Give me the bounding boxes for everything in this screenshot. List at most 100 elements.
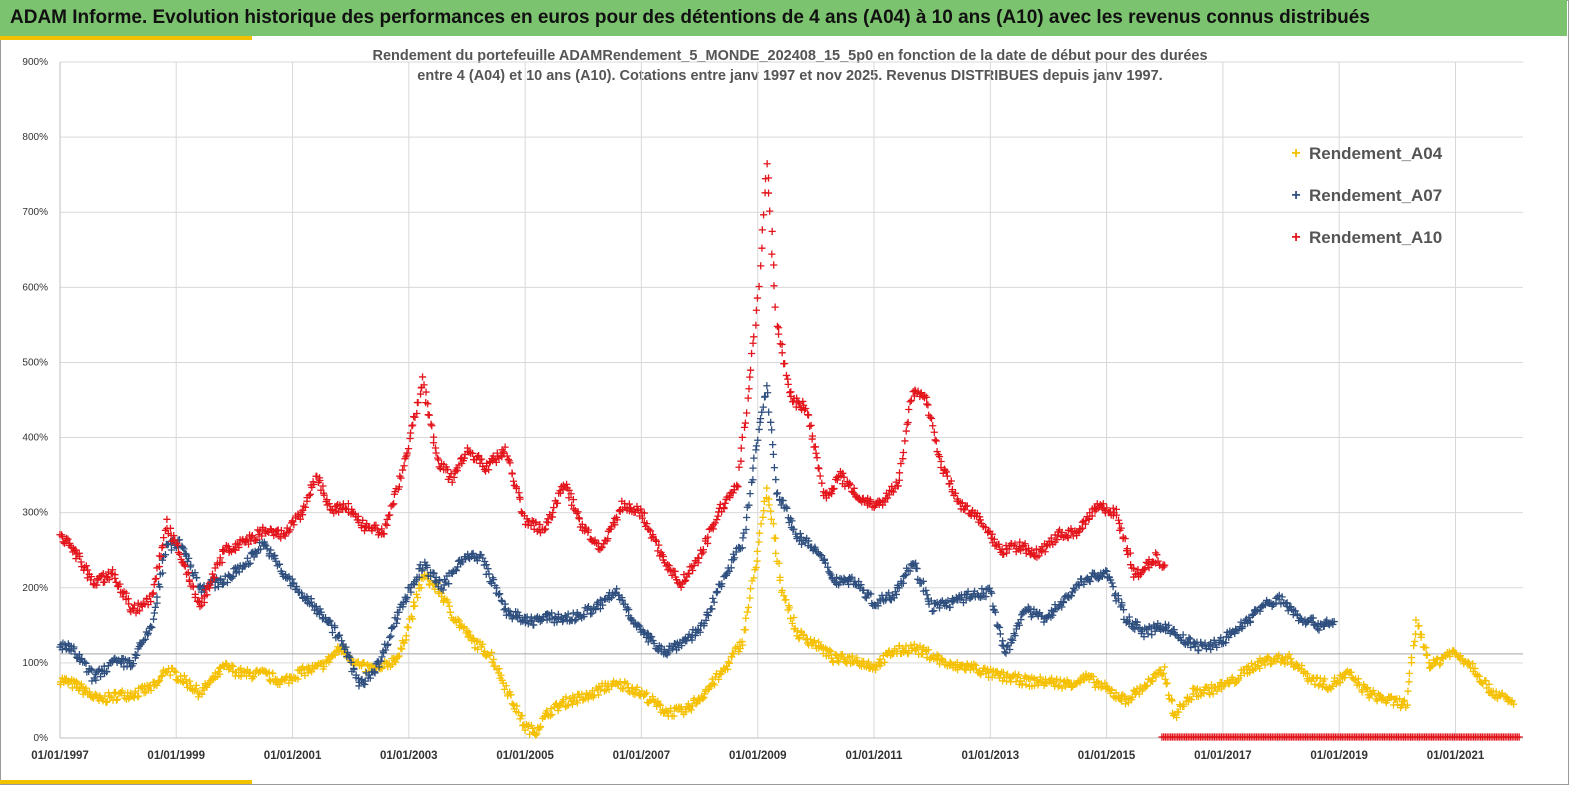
data-point xyxy=(253,549,261,557)
chart-title-line-2: entre 4 (A04) et 10 ans (A10). Cotations… xyxy=(417,68,1163,84)
data-point xyxy=(746,585,755,593)
data-point xyxy=(312,602,320,611)
data-point xyxy=(559,481,567,489)
data-point xyxy=(1002,649,1010,657)
data-point xyxy=(1436,659,1444,667)
data-point xyxy=(500,606,508,614)
data-point xyxy=(408,615,417,623)
data-point xyxy=(910,560,918,568)
data-point xyxy=(1248,611,1256,619)
data-point xyxy=(881,658,889,666)
data-point xyxy=(943,472,951,480)
data-point xyxy=(406,429,415,437)
data-point xyxy=(650,639,658,648)
data-point xyxy=(244,560,253,568)
data-point xyxy=(493,584,501,592)
data-point xyxy=(526,617,534,625)
data-point xyxy=(436,577,444,585)
data-point xyxy=(776,576,784,584)
data-point xyxy=(408,422,416,430)
data-point xyxy=(416,561,424,569)
data-point xyxy=(484,565,492,573)
data-point xyxy=(755,529,764,537)
data-point xyxy=(895,584,903,592)
data-point xyxy=(730,554,739,562)
data-point xyxy=(96,672,105,681)
y-tick-label: 900% xyxy=(22,57,48,68)
data-point xyxy=(415,573,423,581)
data-point xyxy=(1165,691,1173,699)
data-point xyxy=(571,617,579,625)
data-point xyxy=(1091,504,1099,512)
data-point xyxy=(1086,577,1094,586)
data-point xyxy=(147,686,155,695)
data-point xyxy=(988,589,996,597)
data-point xyxy=(1030,682,1039,690)
data-point xyxy=(636,622,644,630)
data-point xyxy=(492,458,500,466)
data-point xyxy=(727,564,735,572)
data-point xyxy=(795,399,803,407)
data-point xyxy=(894,482,902,490)
data-point xyxy=(773,322,782,330)
data-point xyxy=(536,520,544,529)
data-point xyxy=(689,566,697,575)
data-point xyxy=(755,538,763,546)
data-point xyxy=(425,411,433,419)
data-point xyxy=(344,499,353,508)
data-point xyxy=(512,484,521,493)
data-point xyxy=(1323,616,1331,624)
data-point xyxy=(556,489,565,497)
data-point xyxy=(411,413,419,421)
data-point xyxy=(815,638,823,646)
data-point xyxy=(79,683,87,691)
data-point xyxy=(990,535,999,543)
data-point xyxy=(826,646,834,654)
data-point xyxy=(402,595,410,603)
data-point xyxy=(756,414,765,423)
data-point xyxy=(750,574,758,582)
data-point xyxy=(904,418,912,427)
data-point xyxy=(1143,682,1151,690)
data-point xyxy=(215,664,224,672)
data-point xyxy=(924,401,932,409)
data-point xyxy=(153,599,161,607)
data-point xyxy=(447,469,455,478)
data-point xyxy=(895,476,903,484)
data-point xyxy=(1202,683,1210,691)
data-point xyxy=(82,659,90,667)
data-point xyxy=(905,405,913,414)
x-tick-label: 01/01/1999 xyxy=(147,750,205,762)
data-point xyxy=(927,414,936,423)
data-point xyxy=(250,672,258,681)
data-point xyxy=(901,572,909,580)
data-point xyxy=(1411,637,1419,646)
data-point xyxy=(816,550,824,559)
data-point xyxy=(782,371,791,380)
x-tick-label: 01/01/2005 xyxy=(496,750,554,762)
data-point xyxy=(897,459,905,468)
data-point xyxy=(771,303,779,311)
data-point xyxy=(956,595,964,604)
data-point xyxy=(59,538,67,546)
x-tick-label: 01/01/2001 xyxy=(264,750,322,762)
data-point xyxy=(709,521,718,529)
data-point xyxy=(760,507,768,515)
data-point xyxy=(1119,606,1128,614)
data-point xyxy=(648,633,656,641)
data-point xyxy=(677,583,685,591)
data-point xyxy=(333,502,341,510)
data-point xyxy=(133,651,141,660)
data-point xyxy=(246,559,254,567)
data-point xyxy=(152,574,160,583)
data-point xyxy=(193,574,201,582)
data-point xyxy=(953,658,961,667)
data-point xyxy=(392,658,400,666)
data-point xyxy=(711,519,719,527)
data-point xyxy=(1400,696,1408,704)
data-point xyxy=(93,581,101,589)
data-point xyxy=(678,642,686,650)
data-point xyxy=(491,662,499,670)
data-point xyxy=(207,578,215,586)
data-point xyxy=(180,561,188,569)
